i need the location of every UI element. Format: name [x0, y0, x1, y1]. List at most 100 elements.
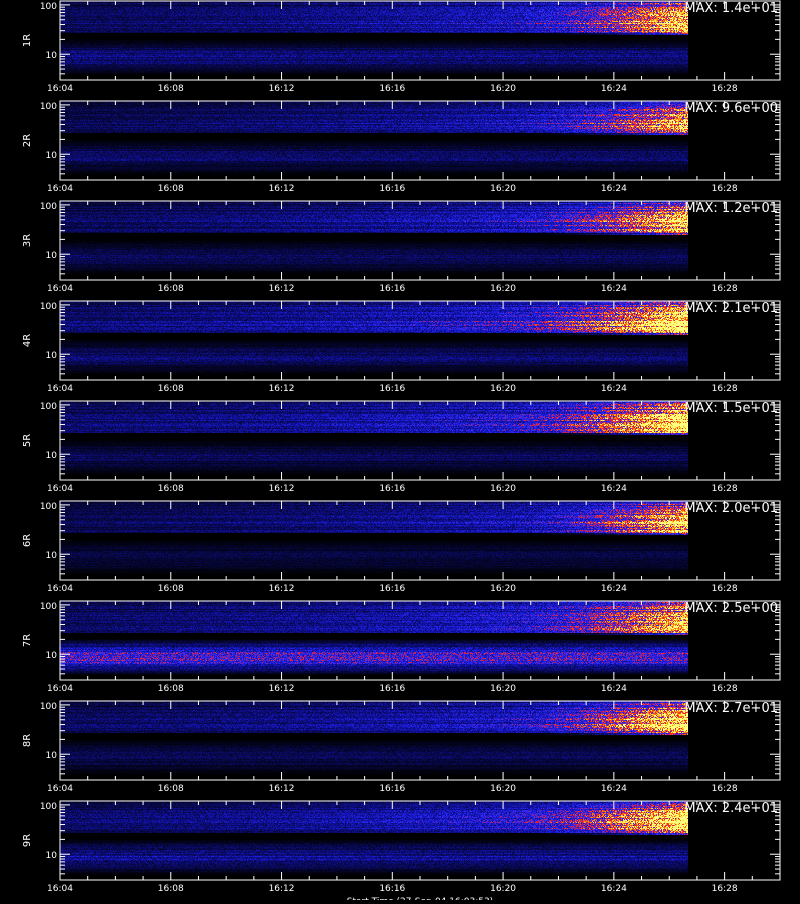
x-tick-label: 16:04 — [47, 184, 73, 194]
x-tick-label: 16:16 — [379, 184, 405, 194]
x-tick-label: 16:28 — [712, 884, 738, 894]
panel-2r: 100 10 16:04 16:08 16:12 16:16 16:20 16:24 16:28… — [22, 100, 781, 194]
x-tick-label: 16:28 — [712, 484, 738, 494]
x-tick-label: 16:08 — [158, 84, 184, 94]
y-axis-label: 9R — [22, 834, 33, 847]
spectrogram-image-3r — [60, 201, 688, 280]
max-value-label: MAX: 2.5e+00 — [684, 601, 778, 616]
max-value-label: MAX: 2.4e+01 — [684, 801, 778, 816]
x-tick-label: 16:20 — [490, 684, 516, 694]
panel-5r: 100 10 16:04 16:08 16:12 16:16 16:20 16:24 16:28… — [22, 400, 781, 494]
x-tick-label: 16:08 — [158, 184, 184, 194]
x-tick-label: 16:08 — [158, 584, 184, 594]
x-tick-label: 16:16 — [379, 484, 405, 494]
y-tick-label: 10 — [46, 851, 58, 861]
spectrogram-image-4r — [60, 301, 688, 380]
x-tick-label: 16:08 — [158, 684, 184, 694]
y-axis-label: 7R — [22, 634, 33, 647]
x-tick-label: 16:04 — [47, 384, 73, 394]
panel-6r: 100 10 16:04 16:08 16:12 16:16 16:20 16:24 16:28… — [22, 500, 781, 594]
y-tick-label: 10 — [46, 751, 58, 761]
x-tick-label: 16:20 — [490, 784, 516, 794]
y-axis-label: 4R — [22, 334, 33, 347]
x-tick-label: 16:24 — [601, 884, 627, 894]
y-tick-label: 10 — [46, 251, 58, 261]
max-value-label: MAX: 1.5e+01 — [684, 401, 778, 416]
x-tick-label: 16:04 — [47, 84, 73, 94]
x-tick-label: 16:20 — [490, 484, 516, 494]
x-tick-label: 16:12 — [269, 684, 295, 694]
x-tick-label: 16:20 — [490, 884, 516, 894]
x-tick-label: 16:20 — [490, 184, 516, 194]
x-tick-label: 16:12 — [269, 884, 295, 894]
y-tick-label: 100 — [40, 502, 57, 512]
x-tick-label: 16:28 — [712, 784, 738, 794]
x-tick-label: 16:12 — [269, 484, 295, 494]
y-tick-label: 10 — [46, 651, 58, 661]
x-tick-label: 16:04 — [47, 584, 73, 594]
x-tick-label: 16:12 — [269, 784, 295, 794]
x-tick-label: 16:16 — [379, 784, 405, 794]
x-tick-label: 16:24 — [601, 784, 627, 794]
y-tick-label: 100 — [40, 702, 57, 712]
x-tick-label: 16:04 — [47, 284, 73, 294]
x-tick-label: 16:16 — [379, 684, 405, 694]
x-tick-label: 16:12 — [269, 384, 295, 394]
x-tick-label: 16:12 — [269, 184, 295, 194]
x-tick-label: 16:20 — [490, 284, 516, 294]
y-axis-label: 5R — [22, 434, 33, 447]
x-tick-label: 16:24 — [601, 484, 627, 494]
x-tick-label: 16:08 — [158, 284, 184, 294]
y-tick-label: 100 — [40, 202, 57, 212]
x-tick-label: 16:28 — [712, 184, 738, 194]
x-tick-label: 16:24 — [601, 284, 627, 294]
panel-9r: 100 10 16:04 16:08 16:12 16:16 16:20 16:24 16:28… — [22, 800, 781, 894]
x-tick-label: 16:04 — [47, 484, 73, 494]
spectrogram-image-9r — [60, 801, 688, 880]
x-tick-label: 16:12 — [269, 584, 295, 594]
x-tick-label: 16:12 — [269, 284, 295, 294]
x-tick-label: 16:20 — [490, 384, 516, 394]
spectrogram-image-5r — [60, 401, 688, 480]
x-tick-label: 16:28 — [712, 584, 738, 594]
y-tick-label: 100 — [40, 102, 57, 112]
y-tick-label: 10 — [46, 151, 58, 161]
y-tick-label: 100 — [40, 2, 57, 12]
x-tick-label: 16:16 — [379, 884, 405, 894]
y-tick-label: 100 — [40, 402, 57, 412]
spectrogram-image-6r — [60, 501, 688, 580]
x-tick-label: 16:16 — [379, 284, 405, 294]
x-tick-label: 16:04 — [47, 884, 73, 894]
y-tick-label: 100 — [40, 602, 57, 612]
x-tick-label: 16:24 — [601, 184, 627, 194]
y-tick-label: 100 — [40, 302, 57, 312]
x-tick-label: 16:16 — [379, 384, 405, 394]
panel-8r: 100 10 16:04 16:08 16:12 16:16 16:20 16:24 16:28… — [22, 700, 781, 794]
max-value-label: MAX: 2.0e+01 — [684, 501, 778, 516]
x-tick-label: 16:28 — [712, 384, 738, 394]
panel-3r: 100 10 16:04 16:08 16:12 16:16 16:20 16:24 16:28… — [22, 200, 781, 294]
x-tick-label: 16:08 — [158, 384, 184, 394]
max-value-label: MAX: 1.4e+01 — [684, 1, 778, 16]
spectrogram-image-8r — [60, 701, 688, 780]
x-tick-label: 16:24 — [601, 684, 627, 694]
panel-4r: 100 10 16:04 16:08 16:12 16:16 16:20 16:24 16:28… — [22, 300, 781, 394]
x-tick-label: 16:16 — [379, 84, 405, 94]
y-axis-label: 1R — [22, 34, 33, 47]
x-tick-label: 16:20 — [490, 584, 516, 594]
x-tick-label: 16:20 — [490, 84, 516, 94]
x-tick-label: 16:16 — [379, 584, 405, 594]
y-tick-label: 10 — [46, 351, 58, 361]
x-tick-label: 16:08 — [158, 484, 184, 494]
y-tick-label: 10 — [46, 451, 58, 461]
max-value-label: MAX: 2.7e+01 — [684, 701, 778, 716]
panel-1r: 100 10 16:04 16:08 16:12 16:16 16:20 16:24 16:28… — [22, 0, 781, 94]
x-tick-label: 16:04 — [47, 684, 73, 694]
x-tick-label: 16:12 — [269, 84, 295, 94]
spectrogram-image-2r — [60, 101, 688, 180]
x-tick-label: 16:28 — [712, 684, 738, 694]
max-value-label: MAX: 2.1e+01 — [684, 301, 778, 316]
x-tick-label: 16:24 — [601, 384, 627, 394]
